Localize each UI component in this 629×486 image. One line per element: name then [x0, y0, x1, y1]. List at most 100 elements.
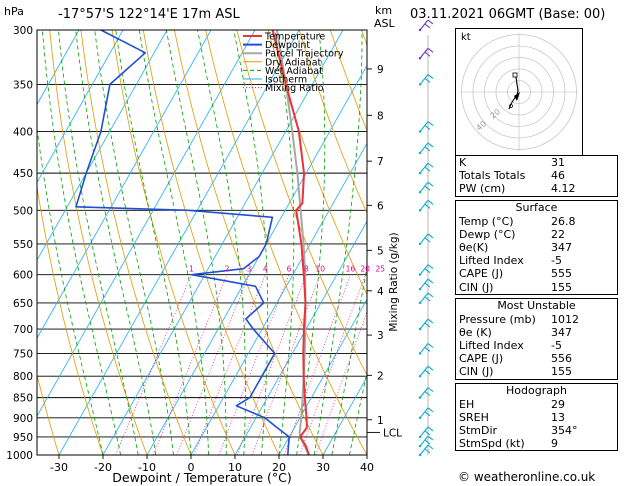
- mixing-ratio-label: 2: [225, 265, 230, 274]
- surface-row: Temp (°C) 26.8: [459, 214, 576, 228]
- surface-row: CAPE (J) 555: [459, 267, 572, 281]
- wind-barbs: [418, 19, 434, 457]
- wind-barb-base: [418, 171, 422, 175]
- pressure-tick-label: 850: [13, 393, 33, 405]
- isotherm: [190, 142, 367, 455]
- km-tick-label: 4: [377, 286, 384, 298]
- wind-barb-flag: [424, 51, 431, 57]
- wind-barb-base: [418, 435, 422, 439]
- wind-barb-flag: [427, 444, 434, 450]
- wet-adiabat: [166, 30, 227, 455]
- wet-adiabat: [233, 30, 269, 455]
- dry-adiabat: [142, 30, 280, 455]
- hodograph: kt 40 20: [455, 28, 583, 156]
- wind-barb: [419, 435, 429, 447]
- wet-adiabat: [366, 453, 367, 455]
- wind-barb: [419, 444, 429, 456]
- wind-barb-flag: [424, 166, 431, 172]
- dry-adiabat: [37, 184, 104, 455]
- wet-adiabat: [349, 370, 367, 455]
- wind-barb-flag: [424, 125, 431, 130]
- wind-barb-base: [418, 242, 422, 246]
- wet-adiabat: [75, 30, 157, 455]
- km-tick-label: 1: [377, 415, 384, 427]
- dewpoint-line: [75, 30, 291, 455]
- wind-barb-base: [418, 191, 422, 194]
- stability-indices: K 31 Totals Totals 46 PW (cm) 4.12: [455, 155, 618, 197]
- surface-row: CIN (J) 155: [459, 280, 572, 294]
- wind-barb: [419, 387, 429, 398]
- wind-barb: [419, 407, 429, 419]
- index-row-k: K 31: [459, 156, 565, 169]
- storm-motion-marker: [514, 92, 520, 101]
- temperature-line: [271, 30, 310, 455]
- km-tick-label: 8: [377, 110, 384, 122]
- wind-barb-flag: [427, 199, 434, 205]
- wind-barb-flag: [424, 411, 431, 417]
- most-unstable-table: Most Unstable Pressure (mb) 1012 θe (K) 34…: [455, 297, 618, 380]
- mixing-ratio-label: 25: [375, 265, 385, 274]
- wind-barb-flag: [427, 365, 434, 371]
- surface-row: θe(K) 347: [459, 240, 572, 254]
- isotherm: [37, 30, 80, 106]
- wind-barb-flag: [424, 268, 431, 274]
- surface-row: Lifted Index -5: [459, 254, 562, 268]
- mixing-ratio-line: [251, 274, 321, 455]
- wind-barb: [419, 19, 429, 31]
- wind-barb-flag: [427, 142, 434, 148]
- wind-barb-base: [418, 83, 422, 86]
- wind-barb: [419, 199, 429, 211]
- wind-barb-flag: [424, 439, 431, 445]
- legend-label: Dewpoint: [265, 40, 310, 51]
- wind-barb: [419, 318, 429, 330]
- pressure-tick-label: 650: [13, 298, 33, 310]
- x-tick-label: 30: [316, 461, 330, 474]
- legend-label: Wet Adiabat: [265, 66, 323, 77]
- legend-label: Dry Adiabat: [265, 57, 322, 68]
- wind-barb-flag: [427, 318, 434, 324]
- wind-barb-base: [418, 444, 422, 448]
- wind-barb-base: [418, 28, 422, 32]
- wind-barb: [419, 47, 429, 59]
- x-tick-label: 0: [188, 461, 195, 474]
- surface-row: Dewp (°C) 22: [459, 227, 565, 241]
- mixing-ratio-label: 8: [304, 265, 309, 274]
- isotherm: [322, 376, 367, 455]
- mixing-ratio-axis-label: Mixing Ratio (g/kg): [388, 232, 400, 331]
- datetime-title: 03.11.2021 06GMT (Base: 00): [410, 7, 606, 22]
- wind-barb-base: [418, 327, 422, 331]
- dry-adiabat: [267, 30, 367, 296]
- mixing-ratio-line: [193, 274, 266, 455]
- pressure-tick-label: 300: [13, 25, 33, 37]
- wind-barb-base: [418, 453, 422, 457]
- asl-label: ASL: [374, 17, 395, 30]
- credit-link[interactable]: © weatheronline.co.uk: [458, 470, 596, 484]
- wind-barb: [419, 121, 429, 132]
- wet-adiabat: [296, 30, 326, 455]
- wind-barb-base: [418, 57, 422, 60]
- mixing-ratio-line: [218, 274, 290, 455]
- dry-adiabat: [205, 30, 367, 455]
- index-panel: K 31 Totals Totals 46 PW (cm) 4.12 Surface …: [455, 155, 618, 454]
- mixing-ratio-label: 20: [360, 265, 370, 274]
- wet-adiabat: [115, 30, 192, 455]
- hodograph-ring-label-20: 20: [489, 107, 503, 120]
- dry-adiabat: [80, 30, 192, 455]
- hodograph-row: StmDir 354°: [459, 424, 578, 437]
- wind-barb-base: [418, 375, 422, 378]
- pressure-tick-label: 900: [13, 413, 33, 425]
- surface-table: Surface Temp (°C) 26.8 Dewp (°C) 22 θe(K) 3…: [455, 199, 618, 295]
- pressure-tick-label: 400: [13, 127, 33, 139]
- wind-barb-flag: [424, 23, 431, 29]
- wind-barb: [419, 365, 429, 377]
- mixing-ratio-line: [176, 274, 250, 455]
- pressure-tick-label: 700: [13, 324, 33, 336]
- wind-barb-flag: [424, 347, 431, 352]
- profile-lines: [75, 30, 310, 455]
- x-tick-label: 40: [360, 461, 374, 474]
- wind-barb-flag: [427, 387, 434, 393]
- wind-barb: [419, 74, 429, 85]
- wind-barb-base: [418, 396, 422, 399]
- wind-barb-flag: [427, 233, 434, 239]
- hodograph-plot: kt 40 20: [460, 32, 578, 151]
